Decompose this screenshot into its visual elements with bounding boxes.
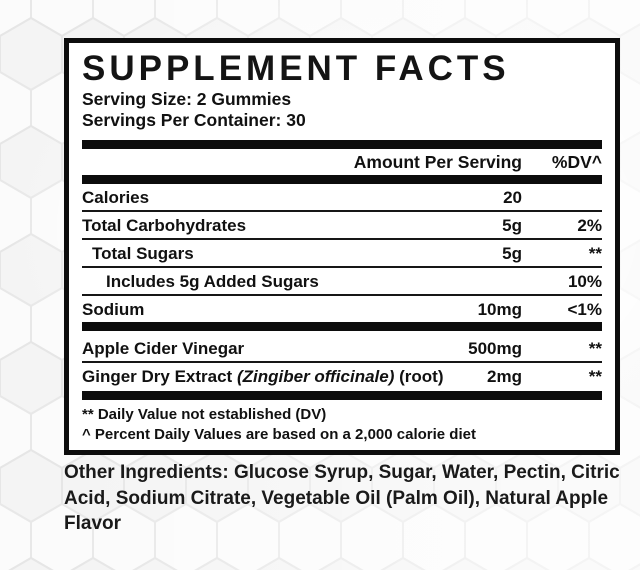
- nutrient-dv: **: [588, 367, 602, 386]
- serving-size: Serving Size: 2 Gummies: [82, 89, 292, 109]
- thick-divider: [82, 140, 602, 149]
- column-header-dv: %DV^: [551, 152, 602, 172]
- nutrient-name: Includes 5g Added Sugars: [106, 272, 319, 291]
- nutrient-name-part: (root): [399, 367, 444, 386]
- row-calories: Calories 20: [82, 184, 602, 210]
- nutrient-amount: 500mg: [468, 339, 522, 358]
- nutrient-name: Apple Cider Vinegar: [82, 339, 245, 358]
- nutrient-amount: 2mg: [487, 367, 522, 386]
- other-ingredients: Other Ingredients: Glucose Syrup, Sugar,…: [64, 460, 624, 537]
- nutrient-dv: <1%: [567, 300, 603, 319]
- nutrient-amount: 10mg: [477, 300, 522, 319]
- row-sodium: Sodium 10mg <1%: [82, 296, 602, 322]
- nutrient-amount: 5g: [502, 244, 522, 263]
- servings-per-container: Servings Per Container: 30: [82, 110, 306, 130]
- nutrient-name: Total Sugars: [92, 244, 194, 263]
- row-apple-cider-vinegar: Apple Cider Vinegar 500mg **: [82, 335, 602, 361]
- nutrient-dv: 10%: [567, 272, 602, 291]
- divider: [82, 266, 602, 268]
- nutrient-amount: 5g: [502, 216, 522, 235]
- nutrient-name-latin: (Zingiber officinale): [236, 367, 395, 386]
- nutrient-dv: **: [588, 244, 602, 263]
- supplement-facts-panel: SUPPLEMENT FACTS Serving Size: 2 Gummies…: [64, 38, 620, 455]
- nutrient-amount: 20: [503, 188, 522, 207]
- nutrient-dv: 2%: [577, 216, 602, 235]
- column-header-row: Amount Per Serving %DV^: [82, 149, 602, 175]
- thick-divider: [82, 175, 602, 184]
- divider: [82, 361, 602, 363]
- nutrient-name: Calories: [82, 188, 150, 207]
- thick-divider: [82, 322, 602, 331]
- nutrient-name-common: Ginger Dry Extract: [82, 367, 233, 386]
- footnote-dv-not-established: ** Daily Value not established (DV): [82, 406, 327, 423]
- row-total-carbohydrates: Total Carbohydrates 5g 2%: [82, 212, 602, 238]
- thick-divider: [82, 391, 602, 400]
- nutrient-name: Total Carbohydrates: [82, 216, 247, 235]
- footnotes: ** Daily Value not established (DV) ^ Pe…: [82, 405, 602, 444]
- nutrient-dv: **: [588, 339, 602, 358]
- row-added-sugars: Includes 5g Added Sugars 10%: [82, 268, 602, 294]
- nutrient-name: Ginger Dry Extract (Zingiber officinale)…: [82, 366, 476, 387]
- row-ginger-extract: Ginger Dry Extract (Zingiber officinale)…: [82, 363, 602, 389]
- row-total-sugars: Total Sugars 5g **: [82, 240, 602, 266]
- panel-title: SUPPLEMENT FACTS: [82, 49, 510, 88]
- divider: [82, 210, 602, 212]
- nutrient-name: Sodium: [82, 300, 145, 319]
- other-ingredients-text: Glucose Syrup, Sugar, Water, Pectin, Cit…: [64, 462, 620, 534]
- divider: [82, 294, 602, 296]
- footnote-percent-dv: ^ Percent Daily Values are based on a 2,…: [82, 425, 476, 443]
- divider: [82, 238, 602, 240]
- other-ingredients-label: Other Ingredients:: [64, 462, 229, 483]
- column-header-amount: Amount Per Serving: [353, 152, 522, 172]
